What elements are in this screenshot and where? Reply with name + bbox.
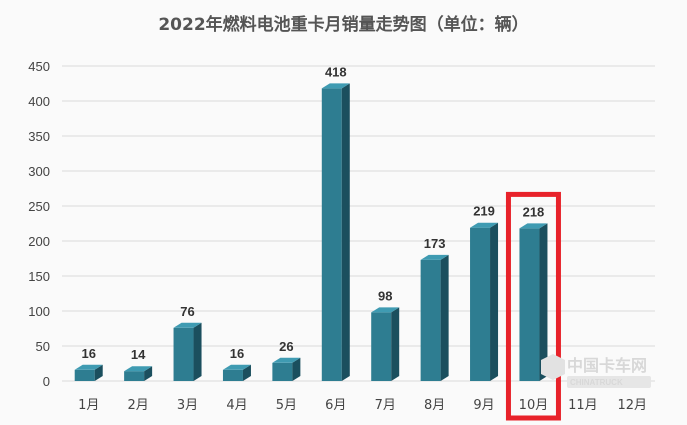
data-label: 98	[378, 288, 392, 303]
bar-top	[124, 366, 153, 372]
bar	[420, 259, 441, 381]
x-tick-label: 7月	[375, 398, 396, 413]
highlight-box	[505, 191, 561, 421]
watermark-text: 中国卡车网	[567, 356, 647, 375]
y-tick-label: 50	[36, 339, 50, 354]
bar-side	[490, 222, 499, 381]
bar	[371, 312, 392, 381]
bar	[74, 369, 95, 381]
x-tick-label: 12月	[618, 398, 648, 413]
y-tick-label: 0	[43, 374, 50, 389]
x-tick-label: 1月	[78, 398, 99, 413]
bar-top	[173, 322, 202, 328]
data-label: 16	[230, 346, 244, 361]
bar-side	[539, 223, 548, 381]
y-tick-label: 400	[28, 94, 50, 109]
bar	[272, 362, 293, 381]
x-tick-label: 5月	[276, 398, 297, 413]
chart-title: 2022年燃料电池重卡月销量走势图（单位：辆）	[158, 15, 529, 35]
bar-side	[94, 364, 103, 381]
bar-side	[292, 357, 301, 381]
bar-top	[321, 83, 350, 89]
bar	[470, 227, 491, 381]
x-tick-label: 3月	[177, 398, 198, 413]
bar-top	[74, 364, 103, 370]
bar	[222, 369, 243, 381]
x-tick-label: 11月	[568, 398, 598, 413]
y-tick-label: 450	[28, 59, 50, 74]
x-tick-label: 6月	[325, 398, 346, 413]
data-label: 218	[523, 204, 545, 219]
bar-top	[470, 222, 499, 228]
bar-side	[440, 254, 449, 381]
bar-side	[242, 364, 251, 381]
y-tick-label: 350	[28, 129, 50, 144]
watermark-subtext: CHINATRUCK	[570, 378, 623, 387]
data-label: 26	[279, 339, 293, 354]
bar	[321, 88, 342, 382]
data-label: 14	[131, 347, 146, 362]
truck-logo-icon	[541, 354, 565, 380]
y-tick-label: 300	[28, 164, 50, 179]
x-tick-label: 10月	[519, 398, 549, 413]
bar-top	[519, 223, 548, 229]
bar-top	[222, 364, 251, 370]
y-tick-label: 250	[28, 199, 50, 214]
x-tick-label: 8月	[424, 398, 445, 413]
bar-top	[371, 307, 400, 313]
y-tick-label: 100	[28, 304, 50, 319]
bar-side	[341, 83, 350, 382]
y-tick-label: 150	[28, 269, 50, 284]
data-label: 16	[81, 346, 95, 361]
bar-side	[391, 307, 400, 381]
data-label: 418	[325, 64, 347, 79]
data-label: 219	[473, 204, 495, 219]
data-label: 76	[180, 304, 194, 319]
bar-side	[193, 322, 202, 381]
bar-side	[144, 366, 153, 381]
bar-top	[272, 357, 301, 363]
x-tick-label: 9月	[473, 398, 494, 413]
bar	[519, 228, 540, 381]
watermark-logo: 中国卡车网 CHINATRUCK	[541, 354, 651, 388]
bar	[124, 371, 145, 381]
x-tick-label: 2月	[127, 398, 148, 413]
data-label: 173	[424, 236, 446, 251]
x-tick-label: 4月	[226, 398, 247, 413]
y-tick-label: 200	[28, 234, 50, 249]
bar-top	[420, 254, 449, 260]
bar	[173, 327, 194, 381]
